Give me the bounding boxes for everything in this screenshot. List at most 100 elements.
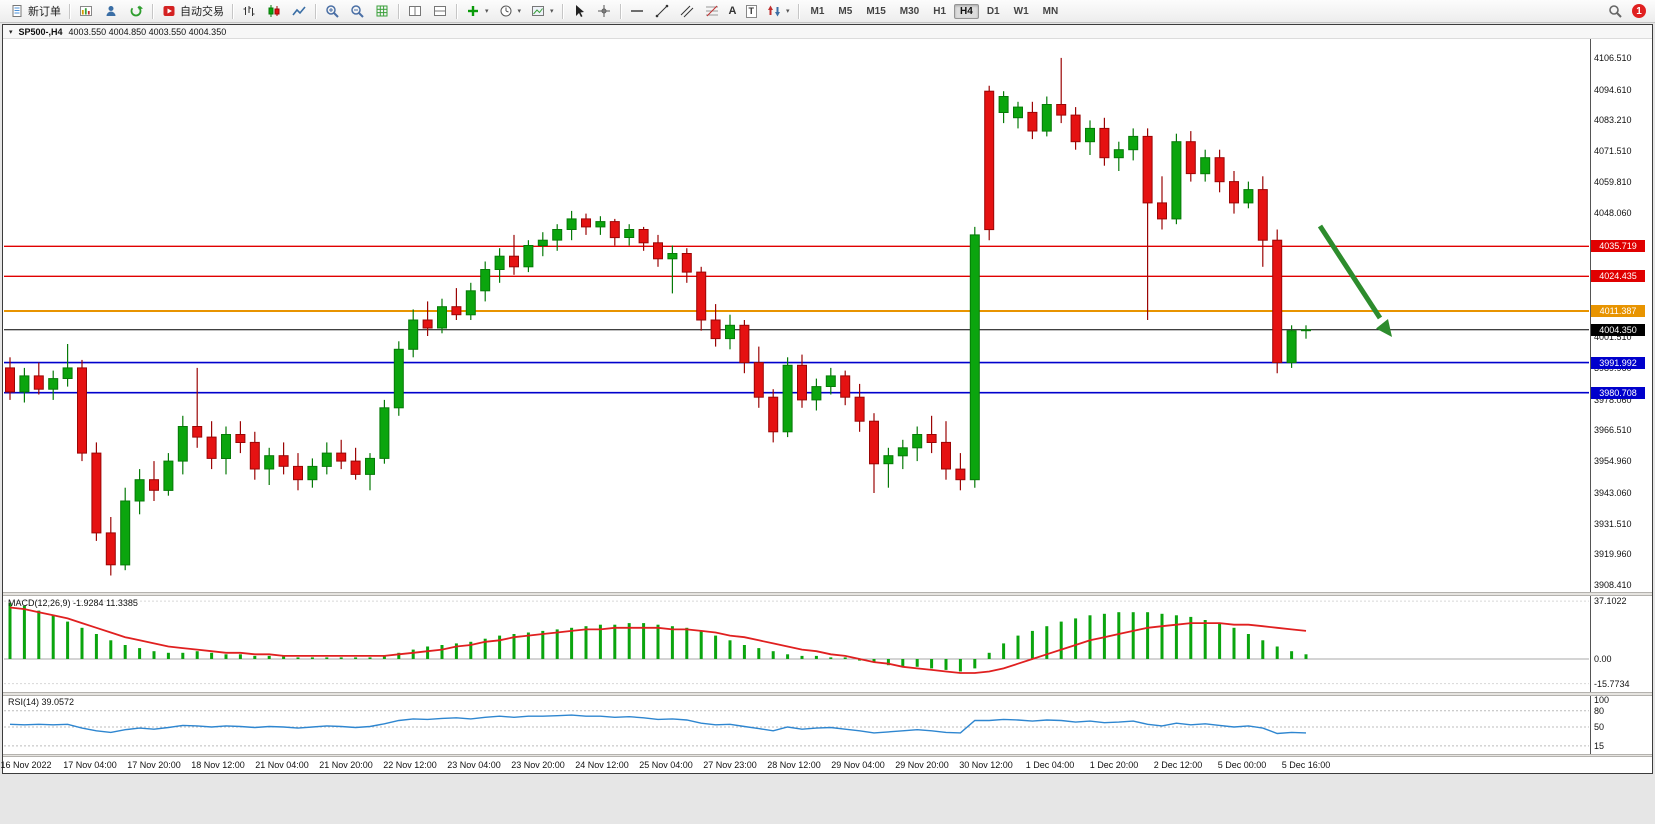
macd-panel-splitter[interactable] <box>3 592 1652 596</box>
time-axis-label: 24 Nov 12:00 <box>575 760 629 770</box>
timeframe-h1-button[interactable]: H1 <box>933 5 947 17</box>
time-axis-label: 17 Nov 20:00 <box>127 760 181 770</box>
zoom-in-button[interactable] <box>320 2 344 21</box>
price-axis-tick: 4048.060 <box>1594 208 1632 219</box>
chevron-down-icon: ▾ <box>550 8 554 15</box>
time-axis-label: 1 Dec 20:00 <box>1089 760 1139 770</box>
time-axis-label: 23 Nov 20:00 <box>511 760 565 770</box>
price-axis-tick: 4094.610 <box>1594 84 1632 95</box>
tile-horizontal-icon <box>407 4 423 19</box>
chart-candles-button[interactable] <box>262 2 286 21</box>
periods-button[interactable]: ▾ <box>494 2 526 21</box>
chart-window[interactable] <box>2 24 1653 774</box>
time-axis-label: 21 Nov 04:00 <box>255 760 309 770</box>
price-axis-tick: 3966.510 <box>1594 425 1632 436</box>
auto-trading-button[interactable]: 自动交易 <box>157 2 228 21</box>
text-tool-button[interactable]: A <box>725 2 741 21</box>
time-axis-label: 16 Nov 2022 <box>0 760 52 770</box>
notification-badge[interactable]: 1 <box>1632 4 1646 18</box>
timeframe-h4-button[interactable]: H4 <box>954 3 979 19</box>
timeframe-m1-button[interactable]: M1 <box>810 5 825 17</box>
horizontal-line-button[interactable] <box>625 2 649 21</box>
refresh-icon <box>128 4 144 19</box>
new-order-button[interactable]: 新订单 <box>5 2 65 21</box>
clock-icon <box>498 4 514 19</box>
chart-bars-button[interactable] <box>237 2 261 21</box>
tile-windows-vertical-button[interactable] <box>428 2 452 21</box>
cursor-button[interactable] <box>567 2 591 21</box>
chart-menu-icon[interactable]: ▾ <box>9 28 13 36</box>
macd-indicator-label: MACD(12,26,9) -1.9284 11.3385 <box>8 598 138 608</box>
time-axis-label: 1 Dec 04:00 <box>1025 760 1075 770</box>
timeframe-w1-button[interactable]: W1 <box>1013 5 1029 17</box>
indicators-button[interactable]: ▾ <box>461 2 493 21</box>
timeframe-m15-button[interactable]: M15 <box>866 5 886 17</box>
rsi-scale-tick: 50 <box>1594 722 1605 732</box>
timeframe-mn-button[interactable]: MN <box>1042 5 1059 17</box>
new-chart-icon <box>78 4 94 19</box>
toolbar-separator <box>152 3 153 19</box>
price-axis-tick: 3943.060 <box>1594 487 1632 498</box>
time-axis-splitter <box>3 754 1652 757</box>
auto-trading-icon <box>161 4 177 19</box>
macd-scale-tick: 37.1022 <box>1594 596 1627 607</box>
time-axis-label: 5 Dec 16:00 <box>1281 760 1331 770</box>
timeframe-d1-button[interactable]: D1 <box>986 5 1000 17</box>
price-axis-tick: 3954.960 <box>1594 456 1632 467</box>
zoom-out-button[interactable] <box>345 2 369 21</box>
fibonacci-button[interactable] <box>700 2 724 21</box>
crosshair-button[interactable] <box>592 2 616 21</box>
toolbar-separator <box>619 3 621 19</box>
time-axis-label: 25 Nov 04:00 <box>639 760 693 770</box>
trendline-button[interactable] <box>650 2 674 21</box>
toolbar-separator <box>398 3 399 19</box>
search-button[interactable] <box>1603 2 1627 21</box>
cursor-icon <box>571 4 587 19</box>
time-axis-label: 22 Nov 12:00 <box>383 760 437 770</box>
tile-windows-horizontal-button[interactable] <box>403 2 427 21</box>
grid-button[interactable] <box>370 2 394 21</box>
equidistant-channel-icon <box>679 4 695 19</box>
new-order-label: 新订单 <box>28 6 61 18</box>
chart-titlebar[interactable]: ▾ SP500-,H4 4003.550 4004.850 4003.550 4… <box>3 25 1652 39</box>
price-axis-tick: 4083.210 <box>1594 114 1632 125</box>
price-axis-tick: 4071.510 <box>1594 146 1632 156</box>
text-label-icon: T <box>745 4 757 18</box>
chevron-down-icon: ▾ <box>786 8 790 15</box>
toolbar-separator <box>456 3 457 19</box>
price-level-badge: 4035.719 <box>1591 240 1645 253</box>
search-icon <box>1607 4 1623 19</box>
time-axis-label: 2 Dec 12:00 <box>1153 760 1203 770</box>
price-axis-tick: 4001.510 <box>1594 332 1632 343</box>
text-label-button[interactable]: T <box>742 2 762 21</box>
price-axis-tick: 4059.810 <box>1594 177 1632 188</box>
timeframe-m5-button[interactable]: M5 <box>838 5 853 17</box>
price-level-badge: 3991.992 <box>1591 356 1645 369</box>
templates-button[interactable]: ▾ <box>526 2 558 21</box>
channel-button[interactable] <box>675 2 699 21</box>
toolbar: 新订单 自动交易 ▾ ▾ ▾ A T ▾ M1 M5 M15 M30 H1 H4 D1 W1 M… <box>0 0 1655 23</box>
zoom-out-icon <box>349 4 365 19</box>
rsi-scale-tick: 15 <box>1594 740 1605 751</box>
timeframe-m30-button[interactable]: M30 <box>899 5 920 17</box>
new-chart-button[interactable] <box>74 2 98 21</box>
price-axis-tick: 3931.510 <box>1594 518 1632 529</box>
price-axis-tick: 4106.510 <box>1594 52 1632 63</box>
crosshair-icon <box>596 4 612 19</box>
bar-chart-icon <box>241 4 257 19</box>
time-axis-label: 28 Nov 12:00 <box>767 760 821 770</box>
time-axis-label: 29 Nov 20:00 <box>895 760 949 770</box>
line-chart-icon <box>291 4 307 19</box>
chart-line-button[interactable] <box>287 2 311 21</box>
refresh-button[interactable] <box>124 2 148 21</box>
profiles-button[interactable] <box>99 2 123 21</box>
arrows-button[interactable]: ▾ <box>762 2 794 21</box>
horizontal-line-icon <box>629 4 645 19</box>
toolbar-separator <box>232 3 233 19</box>
timeframe-switcher: M1 M5 M15 M30 H1 H4 D1 W1 MN <box>805 3 1065 19</box>
rsi-panel-splitter[interactable] <box>3 692 1652 696</box>
chart-ohlc-values: 4003.550 4004.850 4003.550 4004.350 <box>68 26 227 37</box>
time-axis-label: 18 Nov 12:00 <box>191 760 245 770</box>
auto-trading-label: 自动交易 <box>180 6 224 18</box>
